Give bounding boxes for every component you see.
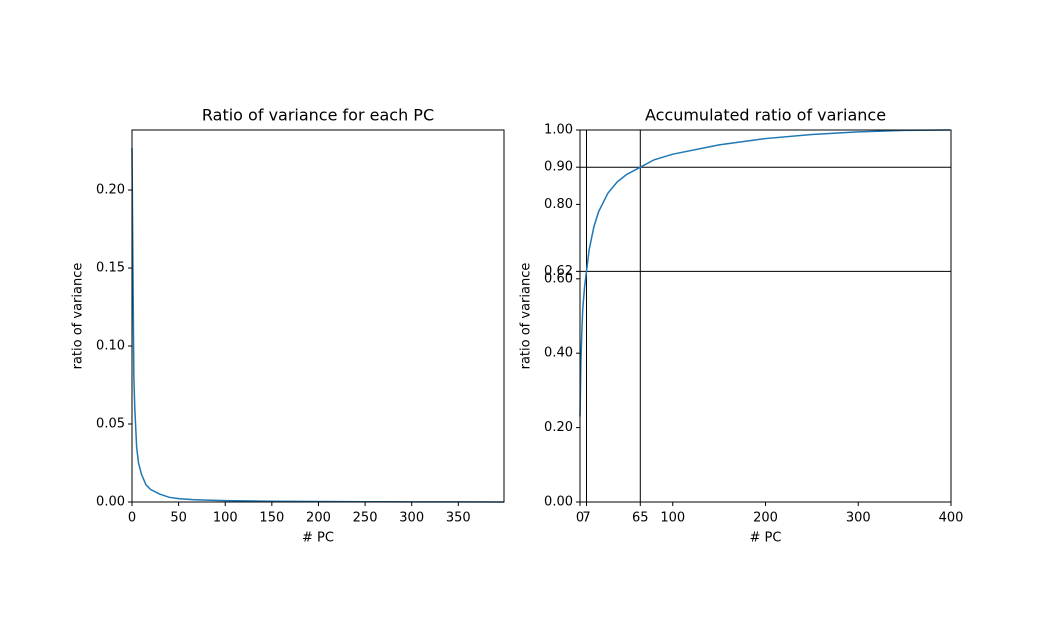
y-tick-label: 0.90: [544, 160, 573, 175]
y-tick-label: 0.62: [544, 264, 573, 279]
y-axis-label: ratio of variance: [71, 263, 86, 370]
x-axis-label: # PC: [302, 531, 334, 546]
y-tick-label: 0.80: [544, 197, 573, 212]
x-tick-label: 300: [399, 511, 424, 526]
x-tick-label: 400: [939, 511, 964, 526]
x-tick-label: 350: [446, 511, 471, 526]
x-tick-label: 50: [170, 511, 187, 526]
y-tick-label: 0.10: [96, 339, 125, 354]
data-line: [131, 147, 505, 503]
y-tick-label: 0.15: [96, 261, 125, 276]
y-tick-label: 0.40: [544, 346, 573, 361]
x-axis-label: # PC: [750, 531, 782, 546]
chart-title: Accumulated ratio of variance: [645, 106, 886, 125]
x-tick-label: 150: [259, 511, 284, 526]
y-tick-label: 0.20: [544, 420, 573, 435]
y-tick-label: 0.00: [544, 495, 573, 510]
x-tick-label: 200: [306, 511, 331, 526]
x-tick-label: 100: [213, 511, 238, 526]
x-tick-label: 0: [576, 511, 584, 526]
x-tick-label: 250: [353, 511, 378, 526]
x-tick-label: 65: [632, 511, 649, 526]
y-tick-label: 1.00: [544, 123, 573, 138]
y-axis-label: ratio of variance: [519, 263, 534, 370]
chart-title: Ratio of variance for each PC: [202, 106, 434, 125]
y-tick-label: 0.60: [544, 271, 573, 286]
x-tick-label: 0: [128, 511, 136, 526]
y-tick-label: 0.05: [96, 417, 125, 432]
x-tick-label: 200: [753, 511, 778, 526]
x-tick-label: 300: [846, 511, 871, 526]
data-line: [579, 129, 951, 417]
y-tick-label: 0.00: [96, 495, 125, 510]
x-tick-label: 7: [582, 511, 590, 526]
x-tick-label: 100: [660, 511, 685, 526]
y-tick-label: 0.20: [96, 183, 125, 198]
plot-frame: [131, 129, 505, 503]
plot-frame: [579, 129, 952, 503]
